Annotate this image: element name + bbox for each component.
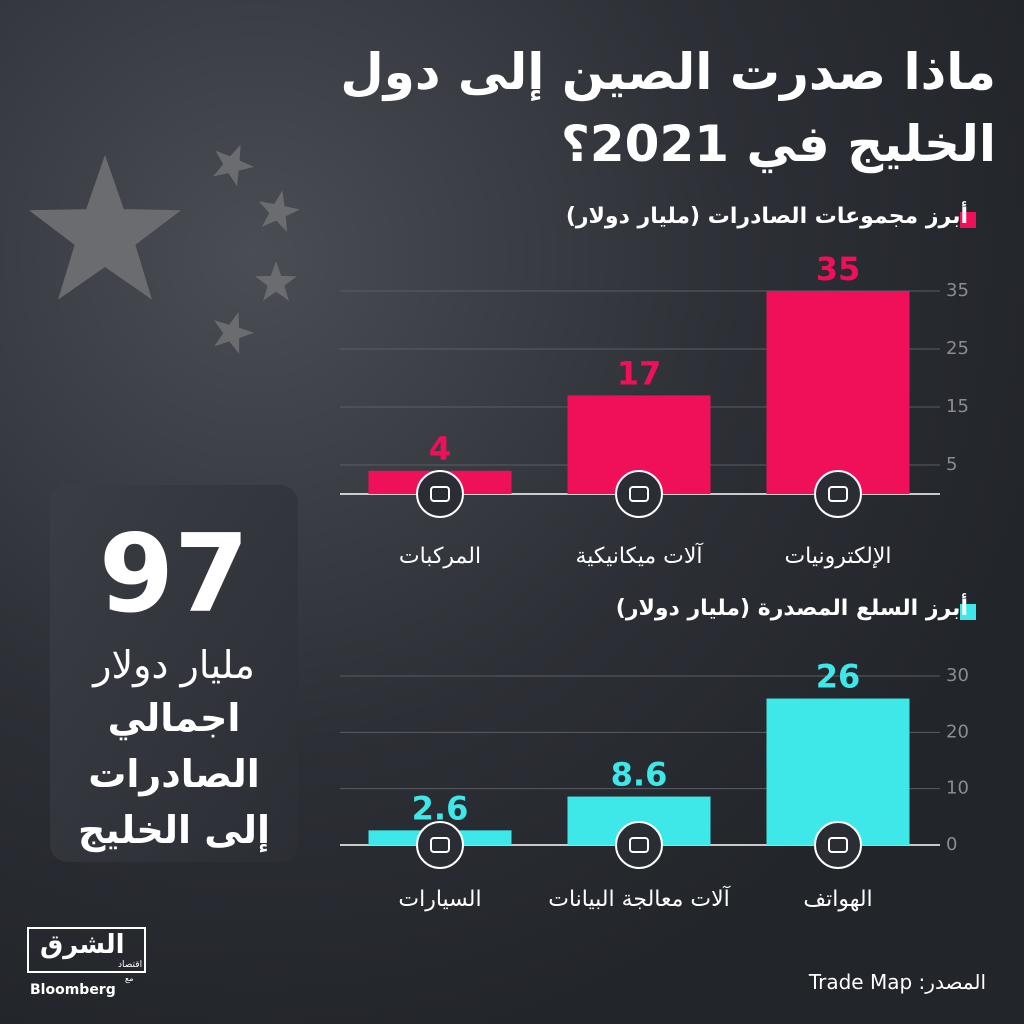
legend-swatch — [960, 212, 976, 228]
category-icon-glyph — [629, 486, 649, 502]
y-tick-label: 30 — [946, 665, 969, 686]
value-label: 8.6 — [611, 756, 668, 794]
value-label: 26 — [816, 658, 861, 696]
category-icon — [814, 821, 862, 869]
x-tick-label: الهواتف — [803, 887, 873, 912]
star — [28, 155, 182, 300]
category-icon — [615, 821, 663, 869]
category-icon — [416, 821, 464, 869]
summary-label: اجمالي الصادرات إلى الخليج — [77, 696, 271, 852]
y-tick-label: 35 — [946, 280, 969, 301]
star — [258, 190, 300, 232]
legend-label: أبرز السلع المصدرة (مليار دولار) — [615, 596, 968, 621]
star — [214, 312, 254, 354]
y-tick-label: 25 — [946, 338, 969, 359]
flag-stars — [28, 144, 300, 354]
logo-partner: Bloomberg — [30, 982, 116, 998]
category-icon-glyph — [430, 837, 450, 853]
summary-box — [50, 485, 298, 862]
category-icon — [615, 470, 663, 518]
y-tick-label: 20 — [946, 721, 969, 742]
category-icon — [814, 470, 862, 518]
x-tick-label: آلات ميكانيكية — [575, 544, 703, 569]
star — [255, 261, 297, 301]
value-label: 17 — [617, 354, 662, 392]
x-tick-label: المركبات — [398, 544, 482, 569]
logo-with: مع — [125, 974, 134, 983]
legend-label: أبرز مجموعات الصادرات (مليار دولار) — [565, 204, 968, 229]
y-tick-label: 0 — [946, 834, 957, 855]
logo-box — [27, 927, 146, 973]
value-label: 35 — [816, 250, 861, 288]
bar — [766, 698, 910, 845]
logo-name: الشرق — [40, 930, 125, 960]
summary-unit: مليار دولار — [93, 643, 255, 687]
y-tick-label: 10 — [946, 778, 969, 799]
y-tick-label: 5 — [946, 454, 957, 475]
value-label: 4 — [429, 430, 451, 468]
x-tick-label: آلات معالجة البيانات — [548, 887, 730, 912]
title: ماذا صدرت الصين إلى دول الخليج في 2021؟ — [340, 43, 996, 173]
logo-sub: اقتصاد — [118, 960, 143, 970]
category-icon-glyph — [828, 837, 848, 853]
x-tick-label: السيارات — [398, 887, 482, 912]
x-tick-label: الإلكترونيات — [784, 544, 892, 569]
star — [213, 144, 254, 187]
category-icon — [416, 470, 464, 518]
legend-swatch — [960, 604, 976, 620]
bar — [766, 291, 910, 494]
category-icon-glyph — [629, 837, 649, 853]
y-tick-label: 15 — [946, 396, 969, 417]
category-icon-glyph — [828, 486, 848, 502]
source: المصدر: Trade Map — [808, 970, 986, 994]
summary-value: 97 — [98, 512, 250, 637]
category-icon-glyph — [430, 486, 450, 502]
